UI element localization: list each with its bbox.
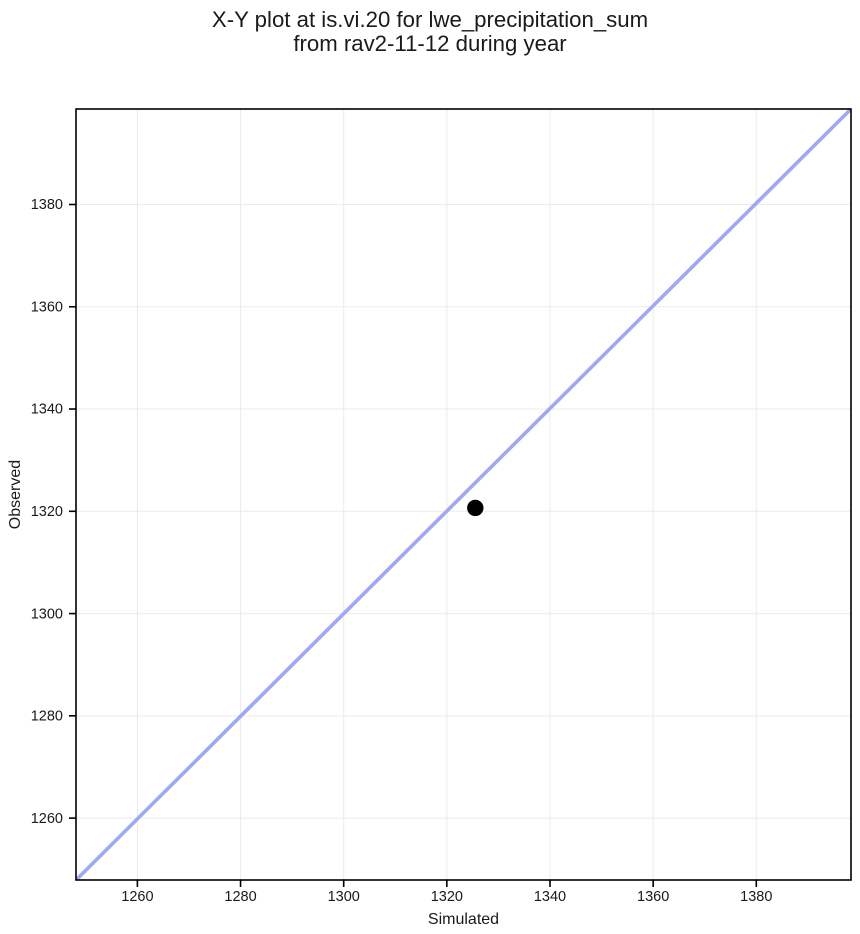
svg-text:1320: 1320 — [431, 889, 463, 905]
svg-text:1360: 1360 — [31, 299, 63, 315]
svg-text:1360: 1360 — [637, 889, 669, 905]
svg-text:1260: 1260 — [31, 811, 63, 827]
svg-text:1380: 1380 — [740, 889, 772, 905]
svg-text:1300: 1300 — [31, 606, 63, 622]
svg-text:1280: 1280 — [31, 709, 63, 725]
svg-text:1280: 1280 — [224, 889, 256, 905]
svg-text:1340: 1340 — [534, 889, 566, 905]
svg-text:Observed: Observed — [7, 460, 24, 529]
svg-text:1320: 1320 — [31, 504, 63, 520]
svg-text:1340: 1340 — [31, 402, 63, 418]
svg-text:1300: 1300 — [328, 889, 360, 905]
svg-text:Simulated: Simulated — [428, 911, 499, 928]
svg-text:1260: 1260 — [121, 889, 153, 905]
svg-text:1380: 1380 — [31, 197, 63, 213]
